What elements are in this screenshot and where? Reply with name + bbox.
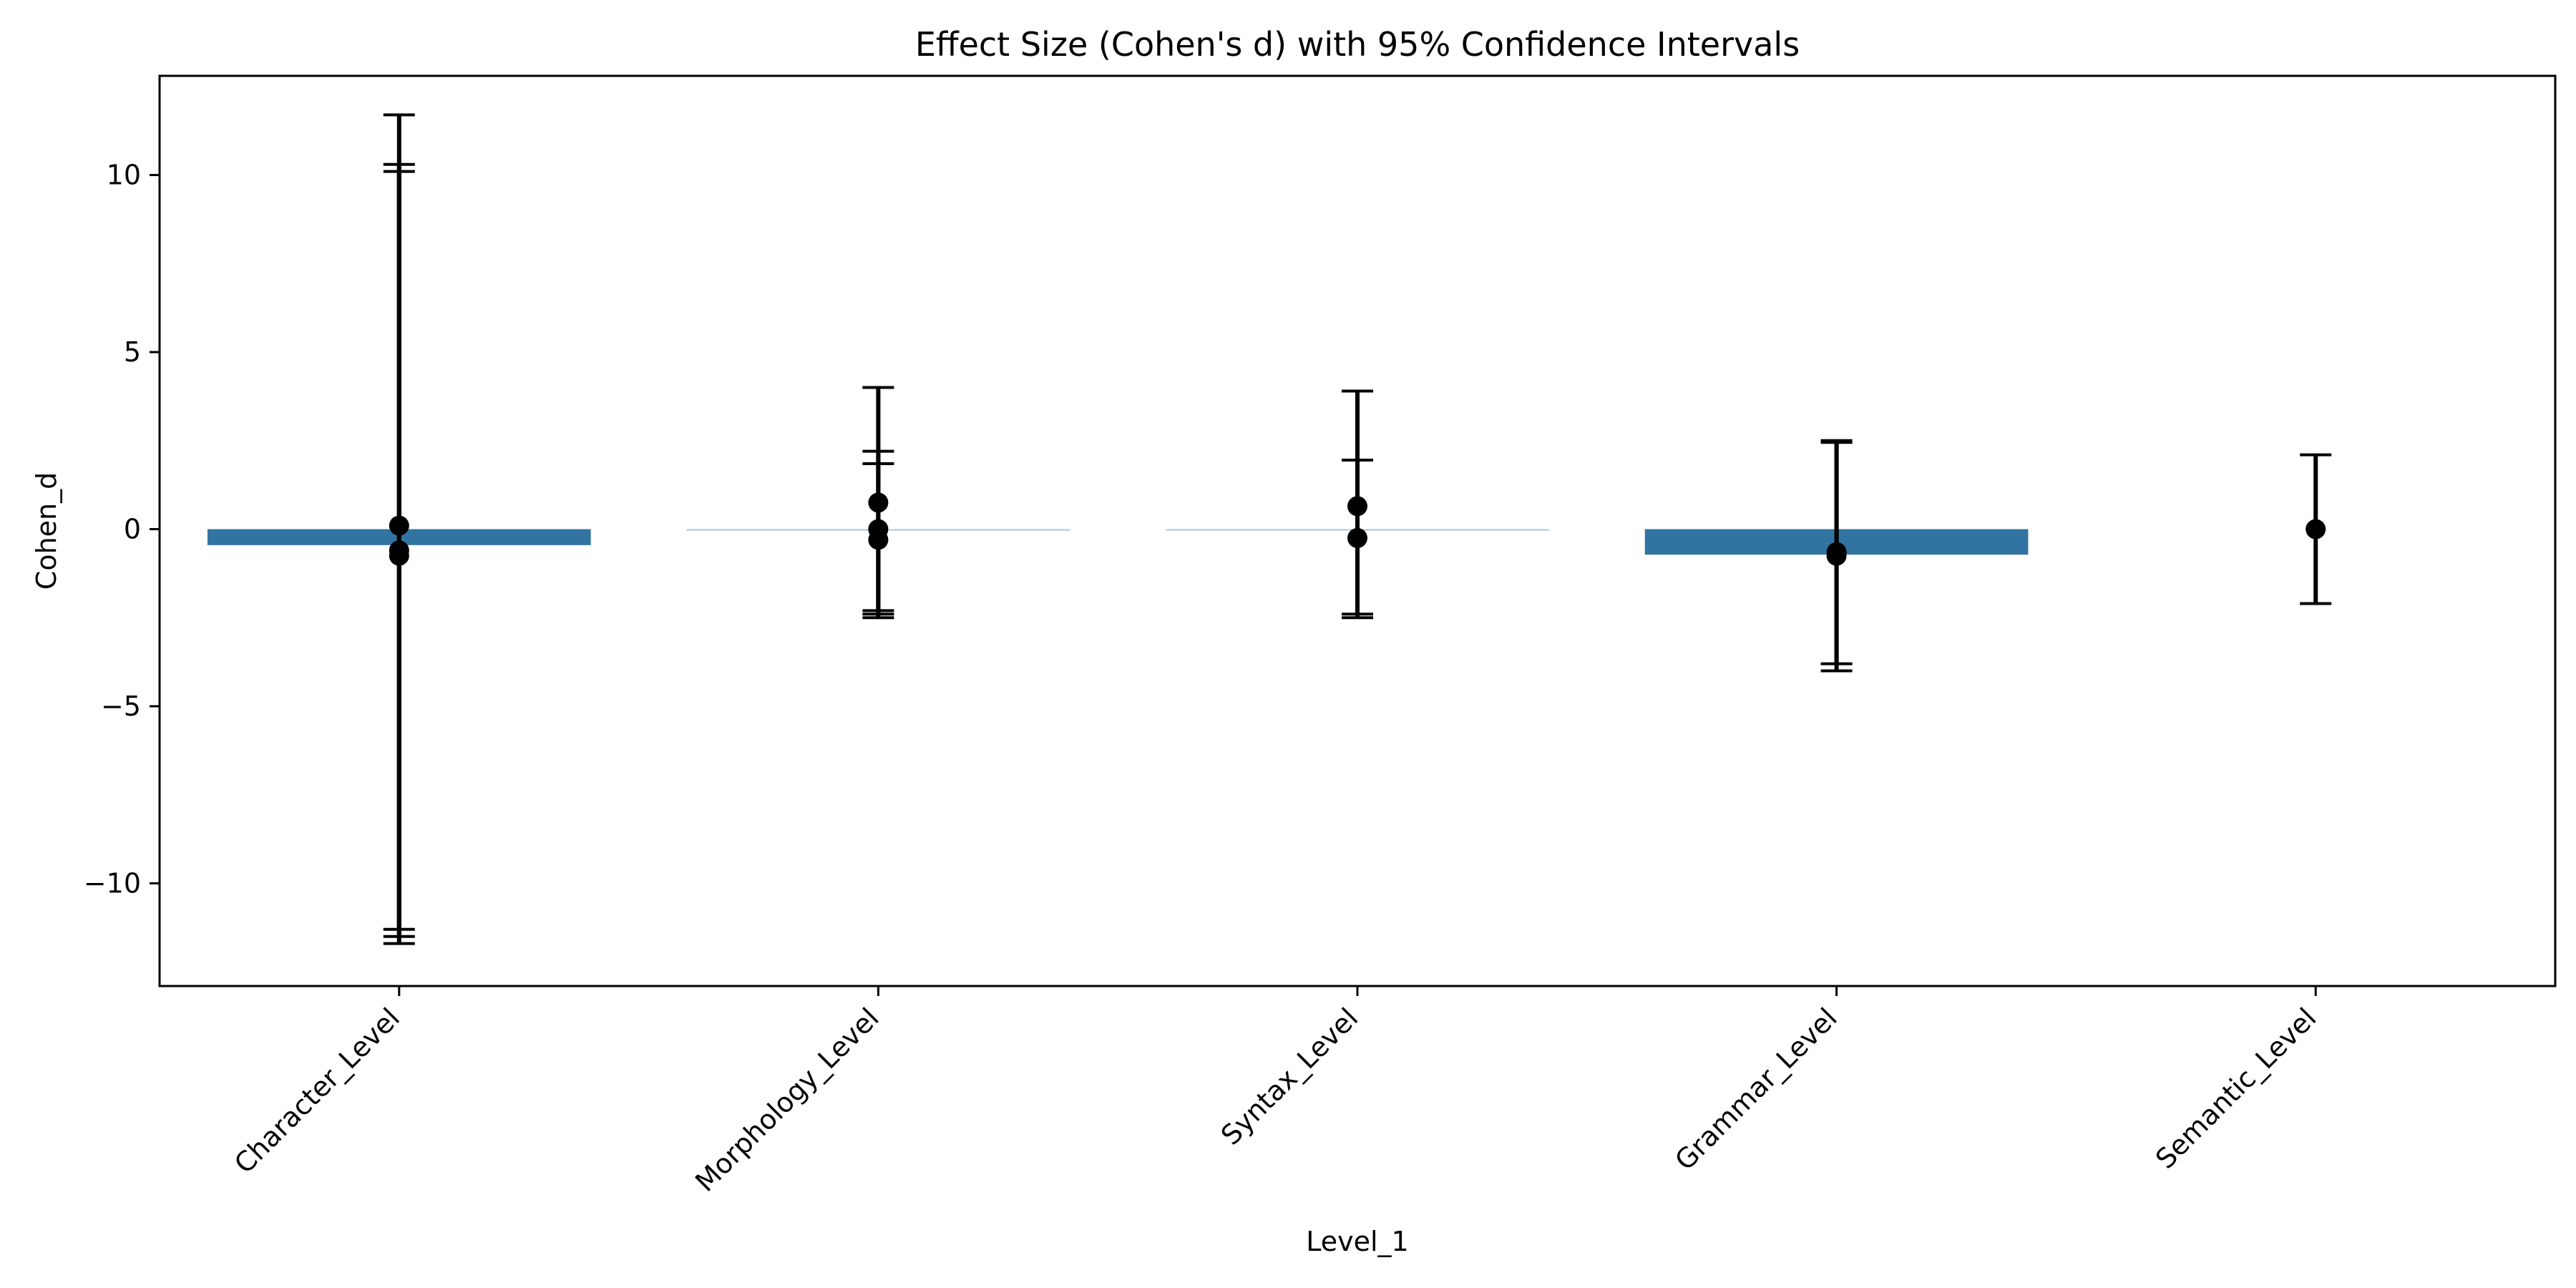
x-axis-label: Level_1 [1306, 1226, 1408, 1257]
point-Grammar_Level [1826, 545, 1847, 566]
y-tick-label: 5 [124, 336, 141, 368]
x-tick-label: Character_Level [228, 1002, 406, 1179]
plot-area [207, 113, 2332, 945]
y-tick-label: 10 [107, 160, 141, 191]
y-tick-label: −10 [84, 867, 141, 899]
x-tick-label: Morphology_Level [689, 1002, 885, 1198]
point-Character_Level [389, 545, 409, 566]
chart-title: Effect Size (Cohen's d) with 95% Confide… [915, 25, 1800, 64]
point-Semantic_Level [2306, 519, 2326, 540]
x-tick-label: Grammar_Level [1669, 1002, 1843, 1176]
x-tick-label: Syntax_Level [1215, 1002, 1364, 1151]
y-tick-label: −5 [101, 691, 141, 722]
y-axis-label: Cohen_d [31, 472, 62, 590]
point-Syntax_Level [1347, 527, 1367, 548]
point-Morphology_Level [868, 530, 889, 550]
y-tick-label: 0 [124, 514, 141, 545]
x-tick-label: Semantic_Level [2150, 1002, 2323, 1175]
